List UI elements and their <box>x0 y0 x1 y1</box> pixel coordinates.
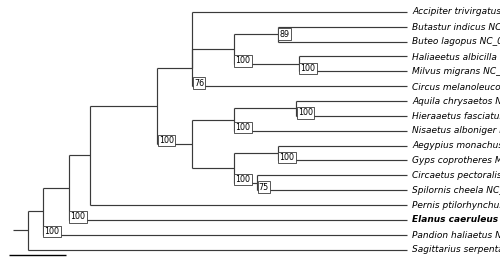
Text: Spilornis cheela NC_015887.1: Spilornis cheela NC_015887.1 <box>412 186 500 195</box>
Text: Butastur indicus NC_032362.1: Butastur indicus NC_032362.1 <box>412 22 500 31</box>
Text: Aegypius monachus KF682364.1: Aegypius monachus KF682364.1 <box>412 141 500 150</box>
Text: 100: 100 <box>298 108 313 117</box>
Text: 100: 100 <box>236 175 250 184</box>
Text: Aquila chrysaetos NC_024087.1: Aquila chrysaetos NC_024087.1 <box>412 97 500 106</box>
Text: Milvus migrans NC_038195.1: Milvus migrans NC_038195.1 <box>412 67 500 76</box>
Text: 100: 100 <box>70 212 86 221</box>
Text: 100: 100 <box>44 227 60 236</box>
Text: 76: 76 <box>194 79 204 88</box>
Text: Accipiter trivirgatus NC_045364.1: Accipiter trivirgatus NC_045364.1 <box>412 7 500 16</box>
Text: 100: 100 <box>280 153 294 162</box>
Text: Nisaetus alboniger NC_007599.1: Nisaetus alboniger NC_007599.1 <box>412 126 500 135</box>
Text: 100: 100 <box>236 123 250 132</box>
Text: 75: 75 <box>259 183 269 192</box>
Text: Buteo lagopus NC_029189.1: Buteo lagopus NC_029189.1 <box>412 37 500 46</box>
Text: Circaetus pectoralis NC_052805.1: Circaetus pectoralis NC_052805.1 <box>412 171 500 180</box>
Text: Sagittarius serpentarius NC_023788.1: Sagittarius serpentarius NC_023788.1 <box>412 245 500 254</box>
Text: Haliaeetus albicilla NC_040858.1: Haliaeetus albicilla NC_040858.1 <box>412 52 500 61</box>
Text: Gyps coprotheres MF683387.1: Gyps coprotheres MF683387.1 <box>412 156 500 165</box>
Text: Elanus caeruleus OK662584.1: Elanus caeruleus OK662584.1 <box>412 215 500 224</box>
Text: 100: 100 <box>300 64 316 73</box>
Text: Pernis ptilorhynchus LC541458.1: Pernis ptilorhynchus LC541458.1 <box>412 200 500 209</box>
Text: Pandion haliaetus NC_008550.1: Pandion haliaetus NC_008550.1 <box>412 230 500 239</box>
Text: 100: 100 <box>160 136 174 145</box>
Text: Circus melanoleucos NC_035801.1: Circus melanoleucos NC_035801.1 <box>412 82 500 91</box>
Text: 89: 89 <box>280 30 290 39</box>
Text: 0.03: 0.03 <box>10 256 29 257</box>
Text: 100: 100 <box>236 56 250 66</box>
Text: Hieraaetus fasciatus NC_029188.1: Hieraaetus fasciatus NC_029188.1 <box>412 111 500 120</box>
